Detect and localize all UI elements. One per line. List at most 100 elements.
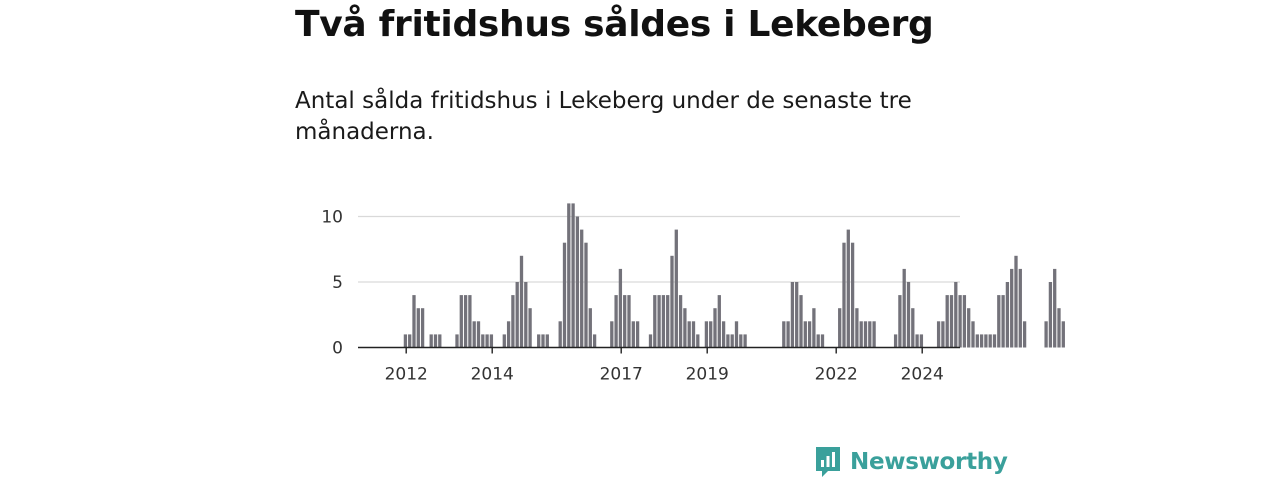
newsworthy-logo-icon [816, 447, 840, 477]
bar [472, 321, 476, 348]
bar [678, 295, 683, 348]
bar [962, 295, 967, 348]
bar [412, 295, 416, 348]
bar [958, 295, 962, 348]
bar [438, 334, 442, 348]
bar [502, 334, 506, 348]
bar [489, 334, 494, 348]
bar [988, 334, 992, 348]
bar [541, 334, 545, 348]
bar [584, 242, 588, 348]
bar [979, 334, 984, 348]
bar [868, 321, 872, 348]
bar [898, 295, 902, 348]
bar [863, 321, 868, 348]
bar [1014, 255, 1018, 348]
x-tick-label-2024: 2024 [901, 365, 944, 385]
bar [726, 334, 730, 348]
bar [713, 308, 717, 348]
bar [984, 334, 988, 348]
bar [545, 334, 549, 348]
bar [893, 334, 898, 348]
bar [416, 308, 420, 348]
bar [704, 321, 709, 348]
bar [902, 268, 906, 348]
newsworthy-logo[interactable]: Newsworthy [814, 445, 1008, 479]
bar [455, 334, 459, 348]
bar [614, 295, 618, 348]
bar [842, 242, 846, 348]
bar [588, 308, 592, 348]
bar [992, 334, 997, 348]
bar [709, 321, 713, 348]
bar [575, 216, 580, 348]
bar [812, 308, 816, 348]
bar [717, 295, 721, 348]
bar [519, 255, 524, 348]
bar [1044, 321, 1048, 348]
bar [610, 321, 614, 348]
bar [468, 295, 472, 348]
bar [971, 321, 975, 348]
bar [666, 295, 670, 348]
bar [790, 282, 795, 348]
bar [734, 321, 739, 348]
bar [1022, 321, 1027, 348]
bar [537, 334, 541, 348]
bar [1001, 295, 1005, 348]
bar [1048, 282, 1053, 348]
bar [872, 321, 876, 348]
bar [627, 295, 631, 348]
bar [1061, 321, 1065, 348]
bar [631, 321, 635, 348]
bar [1010, 268, 1014, 348]
x-tick-label-2017: 2017 [600, 365, 643, 385]
bar [696, 334, 700, 348]
x-tick-label-2022: 2022 [815, 365, 858, 385]
bar [1018, 268, 1022, 348]
bar [730, 334, 734, 348]
bar [786, 321, 790, 348]
y-tick-label-0: 0 [332, 339, 343, 359]
chart-title: Två fritidshus såldes i Lekeberg [295, 4, 934, 45]
bar [433, 334, 438, 348]
bar [967, 308, 971, 348]
newsworthy-logo-text: Newsworthy [850, 449, 1008, 475]
bar [807, 321, 812, 348]
bar [915, 334, 919, 348]
bar [674, 229, 678, 348]
bar [623, 295, 627, 348]
bar [485, 334, 489, 348]
bar [459, 295, 463, 348]
bar [558, 321, 562, 348]
bar [975, 334, 979, 348]
bar [592, 334, 597, 348]
bar [528, 308, 532, 348]
bar [1057, 308, 1061, 348]
x-tick-label-2014: 2014 [471, 365, 514, 385]
bar [670, 255, 674, 348]
bar [567, 203, 571, 348]
bar [936, 321, 941, 348]
bar [799, 295, 803, 348]
bar [782, 321, 786, 348]
bar [795, 282, 799, 348]
bar [820, 334, 825, 348]
bar [954, 282, 958, 348]
bar [403, 334, 408, 348]
bar [941, 321, 945, 348]
bar [1005, 282, 1010, 348]
x-tick-label-2012: 2012 [385, 365, 428, 385]
bar [743, 334, 747, 348]
bar [906, 282, 911, 348]
bar [997, 295, 1001, 348]
bar [657, 295, 661, 348]
bar [506, 321, 511, 348]
bar [408, 334, 412, 348]
bar [511, 295, 515, 348]
chart-subtitle: Antal sålda fritidshus i Lekeberg under … [295, 88, 912, 145]
bar [945, 295, 949, 348]
bar [661, 295, 666, 348]
bar [481, 334, 485, 348]
bar [476, 321, 481, 348]
